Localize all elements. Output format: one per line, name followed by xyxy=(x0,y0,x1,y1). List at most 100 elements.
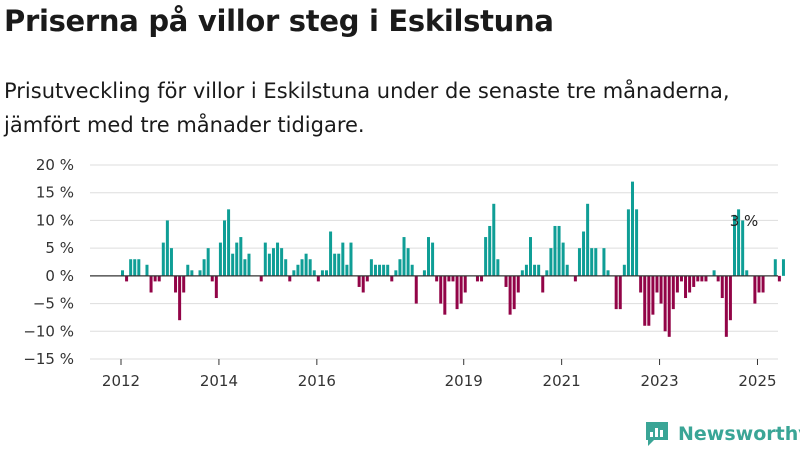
bar xyxy=(206,248,210,276)
bar xyxy=(781,259,785,276)
bar xyxy=(169,248,173,276)
bar xyxy=(333,253,337,276)
bar xyxy=(737,209,741,276)
x-tick-label: 2014 xyxy=(200,372,238,390)
bar xyxy=(606,270,610,276)
bar xyxy=(704,275,708,282)
bar xyxy=(459,275,463,304)
bar xyxy=(492,203,496,276)
bar xyxy=(524,264,528,276)
bar xyxy=(655,275,659,293)
bar xyxy=(320,270,324,276)
bar xyxy=(504,275,508,287)
bar xyxy=(292,270,296,276)
bar xyxy=(439,275,443,304)
bar xyxy=(614,275,618,310)
y-tick-label: 20 % xyxy=(36,156,74,174)
bar xyxy=(345,264,349,276)
latest-value-annotation: 3 % xyxy=(730,212,759,230)
bars xyxy=(121,181,785,337)
bar xyxy=(590,248,594,276)
bar xyxy=(692,275,696,287)
bar xyxy=(410,264,414,276)
bar xyxy=(165,220,169,276)
bar xyxy=(382,264,386,276)
bar xyxy=(369,259,373,276)
bar xyxy=(728,275,732,321)
bar xyxy=(341,242,345,276)
bar xyxy=(463,275,467,293)
bar xyxy=(186,264,190,276)
bar xyxy=(553,225,557,276)
bar xyxy=(663,275,667,332)
bar xyxy=(174,275,178,293)
bar xyxy=(414,275,418,304)
page-title: Priserna på villor steg i Eskilstuna xyxy=(4,4,554,38)
bar xyxy=(145,264,149,276)
bar xyxy=(651,275,655,315)
x-tick-label: 2025 xyxy=(738,372,776,390)
bar xyxy=(239,237,243,276)
bar xyxy=(263,242,267,276)
bar xyxy=(773,259,777,276)
bar xyxy=(716,275,720,282)
bar xyxy=(516,275,520,293)
y-tick-label: 5 % xyxy=(45,239,74,257)
bar xyxy=(455,275,459,310)
bar xyxy=(508,275,512,315)
bar xyxy=(496,259,500,276)
page-subtitle: Prisutveckling för villor i Eskilstuna u… xyxy=(4,79,730,137)
bar xyxy=(533,264,537,276)
bar xyxy=(337,253,341,276)
bar xyxy=(427,237,430,276)
bar xyxy=(190,270,194,276)
bar xyxy=(537,264,541,276)
bar xyxy=(149,275,153,293)
bar xyxy=(631,181,634,276)
bar xyxy=(443,275,447,315)
bar xyxy=(635,209,639,276)
bar xyxy=(288,275,292,282)
bar xyxy=(602,248,606,276)
bar xyxy=(247,253,251,276)
x-tick-label: 2016 xyxy=(298,372,336,390)
bar xyxy=(594,248,598,276)
bar xyxy=(231,253,235,276)
bar xyxy=(210,275,214,282)
bar xyxy=(447,275,451,282)
bar xyxy=(488,225,492,276)
bar xyxy=(700,275,704,282)
bar xyxy=(545,270,549,276)
bar xyxy=(643,275,647,326)
bar xyxy=(582,231,586,276)
bar xyxy=(777,275,781,282)
bar xyxy=(223,220,226,276)
bar xyxy=(675,275,679,293)
bar xyxy=(733,214,736,276)
bar xyxy=(125,275,129,282)
y-tick-label: −15 % xyxy=(23,350,74,368)
bar xyxy=(316,275,320,282)
bar xyxy=(267,253,271,276)
bar xyxy=(757,275,761,293)
bar xyxy=(304,253,308,276)
bar xyxy=(565,264,569,276)
bar xyxy=(227,209,231,276)
bar xyxy=(198,270,202,276)
bar xyxy=(431,242,435,276)
bar xyxy=(684,275,688,299)
bar xyxy=(529,237,532,276)
bar xyxy=(402,237,406,276)
bar xyxy=(361,275,365,293)
bar xyxy=(753,275,757,304)
bar xyxy=(398,259,402,276)
y-tick-label: 10 % xyxy=(36,211,74,229)
bar xyxy=(329,231,333,276)
bar xyxy=(475,275,479,282)
bar xyxy=(435,275,439,282)
bar xyxy=(671,275,675,310)
bar xyxy=(394,270,398,276)
y-tick-label: −5 % xyxy=(33,295,74,313)
x-tick-label: 2019 xyxy=(445,372,483,390)
